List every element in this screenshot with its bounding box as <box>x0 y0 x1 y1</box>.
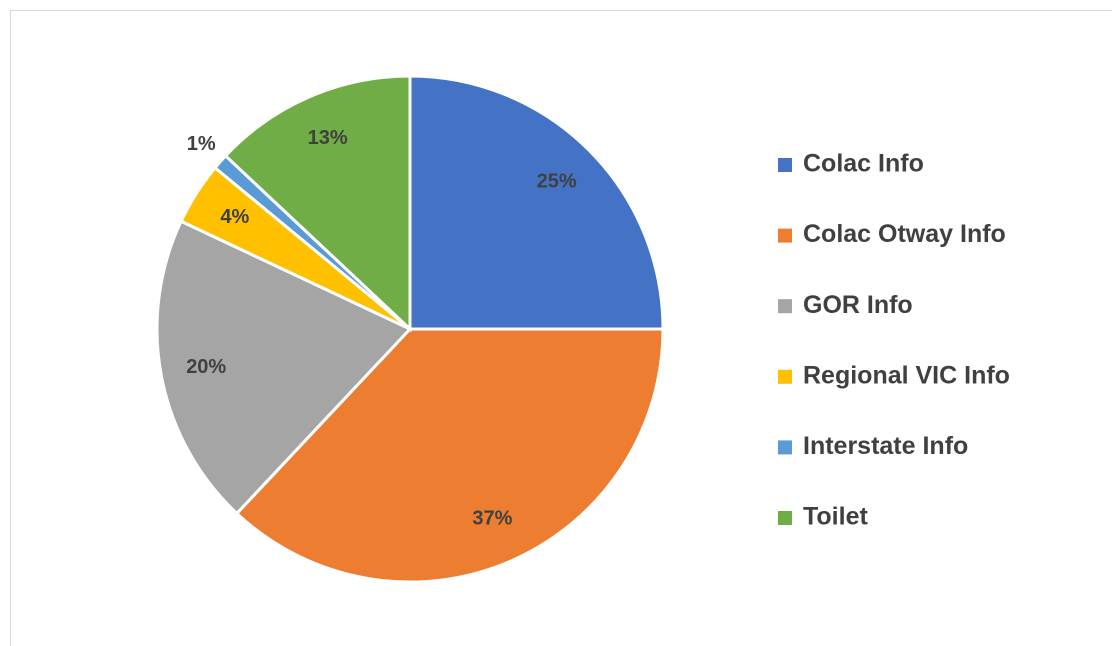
legend-label: Colac Info <box>803 150 924 178</box>
data-label: 37% <box>472 508 512 530</box>
pie-slice <box>234 327 665 584</box>
legend-label: GOR Info <box>803 291 913 319</box>
data-label: 20% <box>186 356 226 378</box>
legend-swatch <box>778 158 792 172</box>
legend-swatch <box>778 511 792 525</box>
legend-swatch <box>778 369 792 384</box>
data-label: 1% <box>187 133 216 155</box>
pie-slice <box>223 74 412 333</box>
pie-slice <box>408 74 665 331</box>
pie-slice <box>155 219 413 516</box>
legend-label: Interstate Info <box>803 432 968 460</box>
legend-label: Colac Otway Info <box>803 220 1006 248</box>
legend-swatch <box>778 440 792 455</box>
data-label: 4% <box>220 206 249 228</box>
legend-swatch <box>778 299 792 314</box>
data-label: 13% <box>308 127 348 149</box>
data-label: 25% <box>537 171 577 193</box>
legend-label: Regional VIC Info <box>803 361 1010 389</box>
legend-label: Toilet <box>803 503 868 531</box>
legend-swatch <box>778 228 792 243</box>
